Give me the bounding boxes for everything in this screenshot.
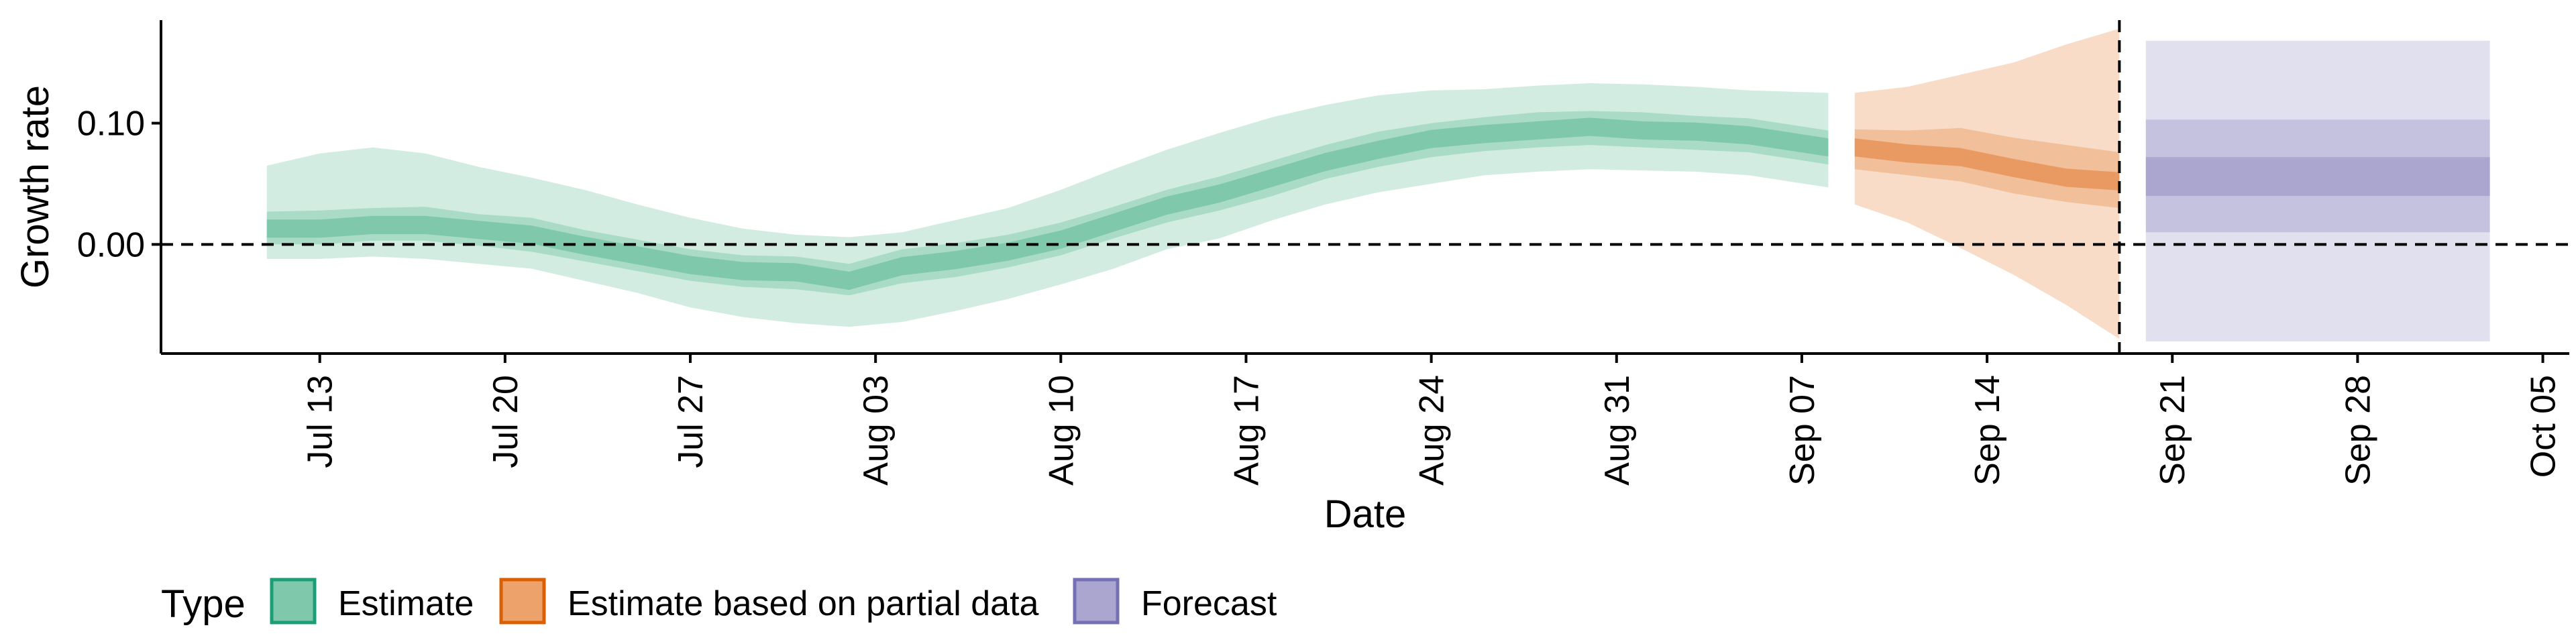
estimate-median-band <box>266 117 1829 290</box>
legend: Type Estimate Estimate based on partial d… <box>161 578 1277 626</box>
y-axis-ticks: 0.00 0.10 <box>77 105 161 264</box>
x-tick-label: Sep 21 <box>2153 375 2192 486</box>
x-tick-label: Sep 28 <box>2339 375 2377 486</box>
x-tick-label: Jul 20 <box>486 375 525 468</box>
estimate-inner-band <box>266 111 1829 296</box>
x-tick-label: Aug 03 <box>857 375 896 486</box>
x-tick-label: Jul 27 <box>672 375 710 468</box>
x-tick-label: Oct 05 <box>2524 375 2563 478</box>
forecast-legend-swatch <box>1073 578 1120 625</box>
y-axis-title: Growth rate <box>13 85 57 288</box>
y-tick-label: 0.00 <box>77 225 145 264</box>
x-tick-label: Aug 17 <box>1227 375 1266 486</box>
estimate-legend-label: Estimate <box>338 584 474 623</box>
forecast-inner-band <box>2145 157 2490 197</box>
estimate-legend-swatch <box>270 578 317 625</box>
y-tick-label: 0.10 <box>77 105 145 144</box>
x-tick-label: Aug 24 <box>1413 375 1452 486</box>
legend-entries: Estimate Estimate based on partial data Fo… <box>270 578 1277 625</box>
estimate-based-on-partial-data-legend-label: Estimate based on partial data <box>568 584 1039 623</box>
plot-bands <box>266 28 2490 341</box>
axes <box>160 20 2569 355</box>
estimate-based-on-partial-data-legend-swatch <box>499 578 546 625</box>
x-tick-label: Aug 31 <box>1598 375 1637 486</box>
x-axis-title: Date <box>1324 492 1407 536</box>
estimate-based-on-partial-data-median-band <box>1854 138 2120 191</box>
legend-title: Type <box>161 582 246 626</box>
x-tick-label: Aug 10 <box>1042 375 1081 486</box>
x-axis-ticks: Jul 13 Jul 20 Jul 27 Aug 03 Aug 10 Aug 17 Aug … <box>301 354 2563 486</box>
x-tick-label: Sep 07 <box>1783 375 1822 486</box>
x-tick-label: Sep 14 <box>1968 375 2007 486</box>
x-tick-label: Jul 13 <box>301 375 340 468</box>
forecast-legend-label: Forecast <box>1141 584 1277 623</box>
reference-lines <box>161 20 2569 354</box>
